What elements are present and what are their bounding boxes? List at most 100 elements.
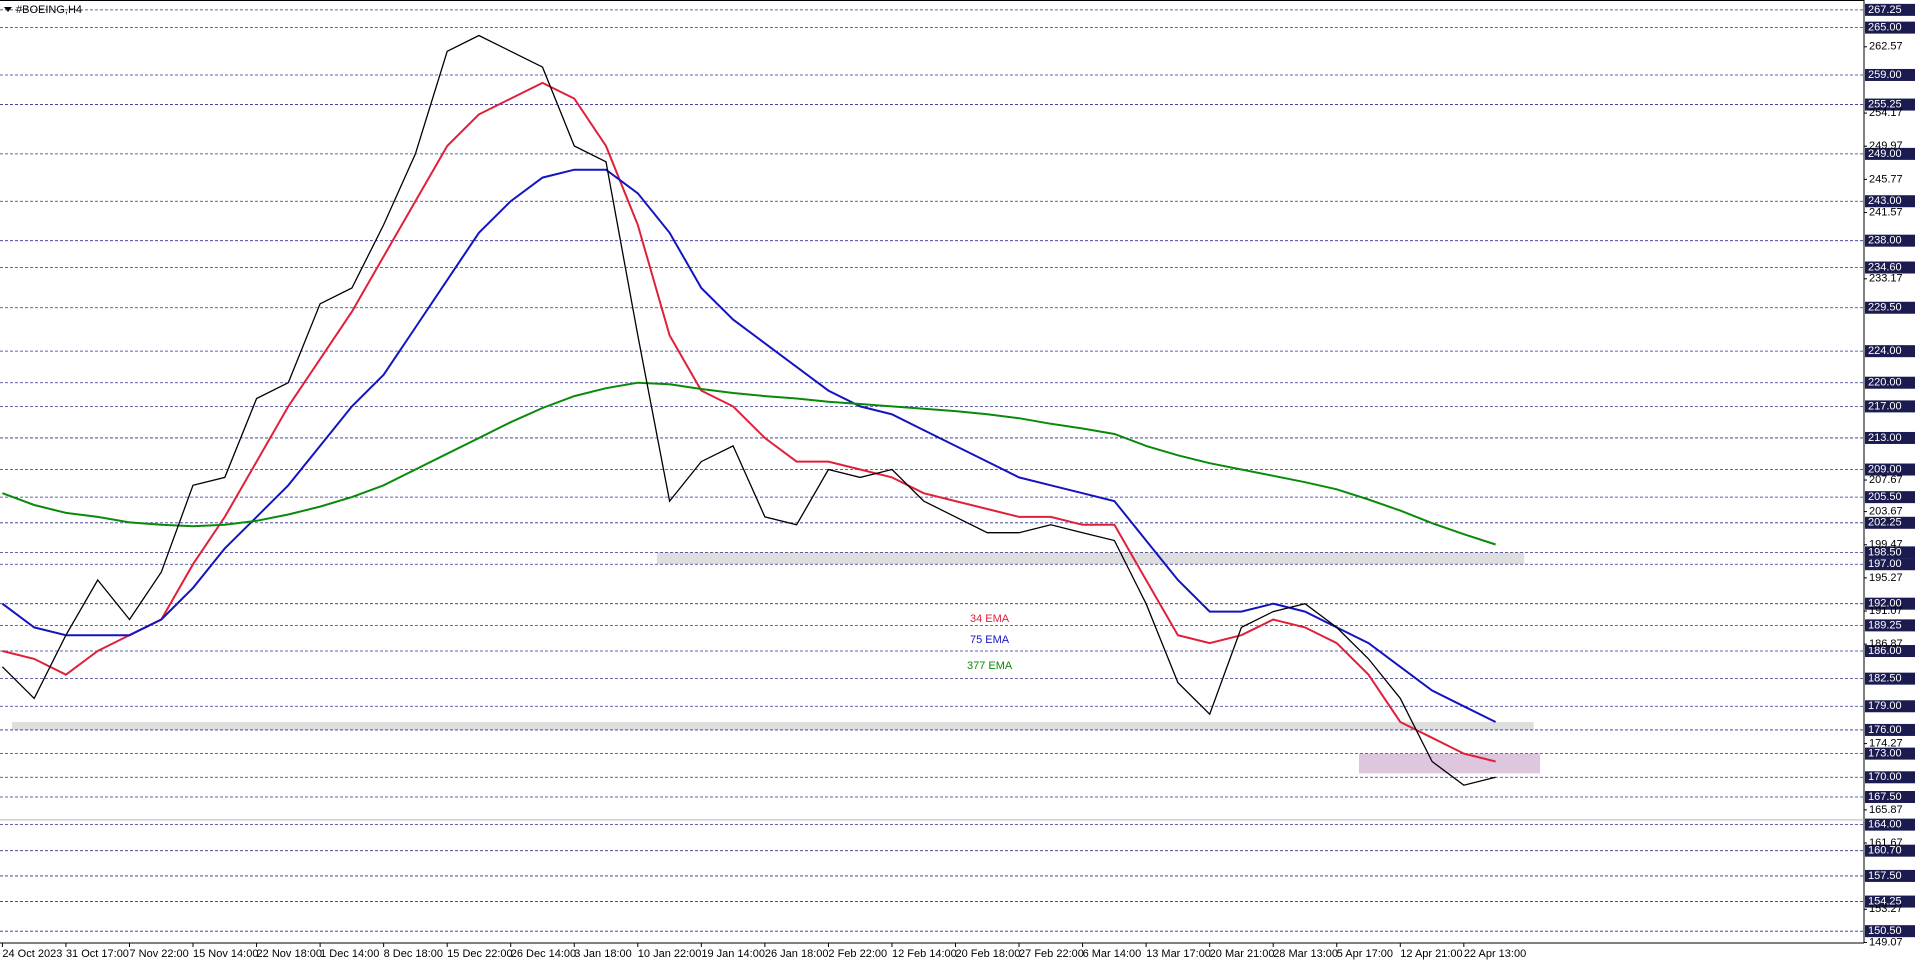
- level-label: 197.00: [1868, 558, 1902, 570]
- level-label: 198.50: [1868, 546, 1902, 558]
- level-label-box: [1865, 147, 1915, 160]
- y-tick-label: 207.67: [1869, 474, 1903, 486]
- level-label: 157.50: [1868, 870, 1902, 882]
- level-label: 202.25: [1868, 517, 1902, 529]
- y-tick-label: 191.07: [1869, 605, 1903, 617]
- x-tick-label: 3 Jan 18:00: [574, 948, 632, 960]
- level-label-box: [1865, 376, 1915, 389]
- x-tick-label: 15 Dec 22:00: [447, 948, 512, 960]
- level-label: 229.50: [1868, 302, 1902, 314]
- x-tick-label: 19 Jan 14:00: [701, 948, 765, 960]
- level-label-box: [1865, 491, 1915, 504]
- level-label: 234.60: [1868, 261, 1902, 273]
- level-label-box: [1865, 925, 1915, 938]
- level-label: 213.00: [1868, 432, 1902, 444]
- level-label: 189.25: [1868, 619, 1902, 631]
- ema-line: [2, 81, 1496, 763]
- x-tick-label: 26 Dec 14:00: [511, 948, 576, 960]
- level-label: 176.00: [1868, 724, 1902, 736]
- ema-label: 34 EMA: [970, 613, 1010, 625]
- level-label: 265.00: [1868, 22, 1902, 34]
- level-label-box: [1865, 345, 1915, 358]
- y-tick-label: 199.47: [1869, 539, 1903, 551]
- level-label: 255.25: [1868, 98, 1902, 110]
- y-tick-label: 153.27: [1869, 903, 1903, 915]
- level-label: 150.50: [1868, 925, 1902, 937]
- level-label-box: [1865, 195, 1915, 208]
- level-label: 243.00: [1868, 195, 1902, 207]
- y-tick-label: 262.57: [1869, 41, 1903, 53]
- x-tick-label: 7 Nov 22:00: [129, 948, 188, 960]
- level-label-box: [1865, 516, 1915, 529]
- level-label: 259.00: [1868, 69, 1902, 81]
- level-label: 154.25: [1868, 895, 1902, 907]
- chart-title: #BOEING,H4: [16, 4, 82, 16]
- zone: [656, 552, 1525, 565]
- level-label-box: [1865, 68, 1915, 81]
- level-label-box: [1865, 400, 1915, 413]
- level-label: 179.00: [1868, 700, 1902, 712]
- y-tick-label: 174.27: [1869, 737, 1903, 749]
- level-label: 209.00: [1868, 463, 1902, 475]
- x-tick-label: 8 Dec 18:00: [384, 948, 443, 960]
- y-tick-label: 161.67: [1869, 837, 1903, 849]
- x-tick-label: 12 Feb 14:00: [892, 948, 957, 960]
- level-label: 220.00: [1868, 377, 1902, 389]
- level-label-box: [1865, 895, 1915, 908]
- y-tick-label: 165.87: [1869, 804, 1903, 816]
- x-tick-label: 27 Feb 22:00: [1019, 948, 1084, 960]
- x-tick-label: 26 Jan 18:00: [765, 948, 829, 960]
- y-tick-label: 186.87: [1869, 638, 1903, 650]
- y-tick-label: 249.97: [1869, 140, 1903, 152]
- level-label-box: [1865, 234, 1915, 247]
- level-label-box: [1865, 431, 1915, 444]
- x-tick-label: 5 Apr 17:00: [1337, 948, 1393, 960]
- x-tick-label: 31 Oct 17:00: [66, 948, 129, 960]
- level-label-box: [1865, 818, 1915, 831]
- level-label: 186.00: [1868, 645, 1902, 657]
- level-label: 224.00: [1868, 345, 1902, 357]
- x-tick-label: 24 Oct 2023: [2, 948, 62, 960]
- y-tick-label: 203.67: [1869, 505, 1903, 517]
- x-tick-label: 22 Apr 13:00: [1464, 948, 1526, 960]
- level-label-box: [1865, 672, 1915, 685]
- x-tick-label: 20 Mar 21:00: [1210, 948, 1275, 960]
- level-label-box: [1865, 558, 1915, 571]
- y-tick-label: 233.17: [1869, 273, 1903, 285]
- level-label-box: [1865, 463, 1915, 476]
- level-label-box: [1865, 791, 1915, 804]
- ema-label: 377 EMA: [967, 660, 1013, 672]
- zone: [1358, 753, 1541, 774]
- level-label: 217.00: [1868, 400, 1902, 412]
- level-label: 182.50: [1868, 673, 1902, 685]
- y-tick-label: 245.77: [1869, 173, 1903, 185]
- level-label: 173.00: [1868, 748, 1902, 760]
- x-tick-label: 13 Mar 17:00: [1146, 948, 1211, 960]
- y-tick-label: 241.57: [1869, 206, 1903, 218]
- level-label-box: [1865, 21, 1915, 34]
- y-tick-label: 149.07: [1869, 936, 1903, 948]
- ema-line: [2, 381, 1496, 546]
- level-label-box: [1865, 747, 1915, 760]
- x-tick-label: 22 Nov 18:00: [257, 948, 322, 960]
- level-label-box: [1865, 771, 1915, 784]
- level-label: 238.00: [1868, 235, 1902, 247]
- x-tick-label: 20 Feb 18:00: [956, 948, 1021, 960]
- price-line-series: [1, 34, 1496, 786]
- level-label-box: [1865, 619, 1915, 632]
- level-label: 170.00: [1868, 771, 1902, 783]
- x-tick-label: 2 Feb 22:00: [828, 948, 887, 960]
- level-label-box: [1865, 3, 1915, 16]
- level-label-box: [1865, 869, 1915, 882]
- level-label-box: [1865, 700, 1915, 713]
- level-label-box: [1865, 597, 1915, 610]
- level-label-box: [1865, 723, 1915, 736]
- level-label-box: [1865, 645, 1915, 658]
- level-label: 249.00: [1868, 148, 1902, 160]
- x-tick-label: 12 Apr 21:00: [1400, 948, 1462, 960]
- y-tick-label: 254.17: [1869, 107, 1903, 119]
- level-label-box: [1865, 546, 1915, 559]
- level-label-box: [1865, 301, 1915, 314]
- x-tick-label: 6 Mar 14:00: [1083, 948, 1142, 960]
